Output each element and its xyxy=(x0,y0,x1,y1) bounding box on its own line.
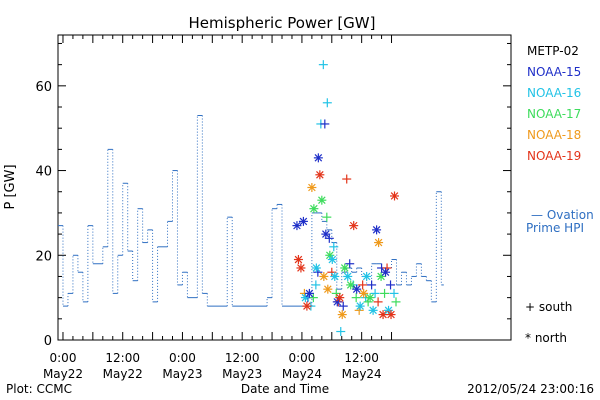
north-point-noaa-19 xyxy=(349,221,359,231)
y-tick-label: 40 xyxy=(35,165,52,180)
north-point-noaa-16 xyxy=(362,271,372,281)
ovation-series xyxy=(58,114,444,307)
north-point-noaa-16 xyxy=(330,271,340,281)
north-point-noaa-19 xyxy=(315,170,325,180)
y-axis: 0 20 40 60 xyxy=(35,42,511,349)
north-point-noaa-19 xyxy=(293,255,303,265)
plot-credit: Plot: CCMC xyxy=(6,382,72,396)
north-point-noaa-19 xyxy=(390,191,400,201)
south-point-noaa-16 xyxy=(318,60,328,70)
south-point-noaa-17 xyxy=(391,297,401,307)
north-point-noaa-17 xyxy=(346,280,356,290)
x-tick-time-label: 0:00 xyxy=(169,351,196,365)
north-point-noaa-15 xyxy=(292,221,302,231)
north-point-noaa-18 xyxy=(374,238,384,248)
north-point-noaa-15 xyxy=(321,229,331,239)
north-point-noaa-15 xyxy=(298,216,308,226)
north-point-noaa-15 xyxy=(313,153,323,163)
x-axis-label: Date and Time xyxy=(241,382,329,396)
south-point-noaa-15 xyxy=(320,119,330,129)
south-point-noaa-15 xyxy=(386,280,396,290)
north-point-noaa-16 xyxy=(343,271,353,281)
north-point-noaa-15 xyxy=(352,284,362,294)
ovation-legend-line2: Prime HPI xyxy=(526,221,584,235)
south-point-noaa-17 xyxy=(351,293,361,303)
y-tick-label: 0 xyxy=(44,334,52,349)
x-tick-time-label: 12:00 xyxy=(225,351,260,365)
north-point-noaa-15 xyxy=(381,267,391,277)
south-point-noaa-17 xyxy=(322,212,332,222)
legend-entry-noaa-16: NOAA-16 xyxy=(527,86,581,100)
y-tick-label: 60 xyxy=(35,80,52,95)
north-point-noaa-17 xyxy=(317,195,327,205)
x-tick-time-label: 12:00 xyxy=(344,351,379,365)
x-tick-time-label: 12:00 xyxy=(105,351,140,365)
chart-title: Hemispheric Power [GW] xyxy=(189,14,376,32)
south-point-noaa-16 xyxy=(336,327,346,337)
x-tick-date-label: May24 xyxy=(282,367,322,381)
x-tick-date-label: May23 xyxy=(222,367,262,381)
south-point-noaa-16 xyxy=(329,242,339,252)
north-point-noaa-16 xyxy=(327,255,337,265)
satellite-legend: METP-02 NOAA-15 NOAA-16 NOAA-17 NOAA-18 NOAA-… xyxy=(527,44,581,163)
south-point-noaa-16 xyxy=(389,288,399,298)
north-point-noaa-18 xyxy=(359,288,369,298)
north-point-noaa-19 xyxy=(296,263,306,273)
north-point-noaa-19 xyxy=(335,293,345,303)
plot-timestamp: 2012/05/24 23:00:16 xyxy=(467,382,594,396)
north-point-noaa-18 xyxy=(337,310,347,320)
north-point-noaa-17 xyxy=(365,293,375,303)
ovation-legend: — Ovation Prime HPI xyxy=(526,208,594,235)
x-tick-time-label: 0:00 xyxy=(288,351,315,365)
plot-area xyxy=(57,34,512,341)
satellite-points xyxy=(292,60,401,337)
south-point-noaa-16 xyxy=(311,280,321,290)
north-point-noaa-19 xyxy=(302,301,312,311)
south-point-noaa-19 xyxy=(358,280,368,290)
south-point-noaa-19 xyxy=(373,297,383,307)
north-point-noaa-15 xyxy=(372,225,382,235)
south-point-noaa-15 xyxy=(345,259,355,269)
north-point-noaa-17 xyxy=(340,263,350,273)
north-marker-legend: * north xyxy=(525,331,567,345)
south-point-noaa-16 xyxy=(370,288,380,298)
x-tick-time-label: 0:00 xyxy=(50,351,77,365)
x-tick-date-label: May22 xyxy=(103,367,143,381)
south-point-noaa-16 xyxy=(322,98,332,108)
south-point-noaa-17 xyxy=(308,293,318,303)
y-axis-label: P [GW] xyxy=(3,164,18,209)
north-point-noaa-19 xyxy=(378,310,388,320)
south-marker-legend: + south xyxy=(525,300,572,314)
legend-entry-metp-02: METP-02 xyxy=(527,44,579,58)
x-tick-date-label: May23 xyxy=(162,367,202,381)
x-axis: 0:00 May22 12:00 May22 0:00 May23 12:00 May23 0:… xyxy=(43,35,393,381)
south-point-noaa-15 xyxy=(338,301,348,311)
north-point-noaa-17 xyxy=(309,204,319,214)
x-tick-date-label: May22 xyxy=(43,367,83,381)
y-tick-label: 20 xyxy=(35,249,52,264)
legend-entry-noaa-18: NOAA-18 xyxy=(527,128,581,142)
south-point-noaa-17 xyxy=(380,288,390,298)
south-point-noaa-19 xyxy=(342,174,352,184)
north-point-noaa-18 xyxy=(307,183,317,192)
south-point-noaa-15 xyxy=(367,280,377,290)
north-point-noaa-16 xyxy=(311,263,321,273)
north-point-noaa-18 xyxy=(323,284,333,294)
x-tick-date-label: May24 xyxy=(342,367,382,381)
ovation-legend-line1: — Ovation xyxy=(531,208,594,222)
north-point-noaa-16 xyxy=(368,305,378,315)
north-point-noaa-16 xyxy=(355,301,365,311)
north-point-noaa-19 xyxy=(386,310,396,320)
north-point-noaa-15 xyxy=(304,288,314,298)
legend-entry-noaa-15: NOAA-15 xyxy=(527,65,581,79)
legend-entry-noaa-17: NOAA-17 xyxy=(527,107,581,121)
legend-entry-noaa-19: NOAA-19 xyxy=(527,149,581,163)
north-point-noaa-18 xyxy=(319,271,329,281)
